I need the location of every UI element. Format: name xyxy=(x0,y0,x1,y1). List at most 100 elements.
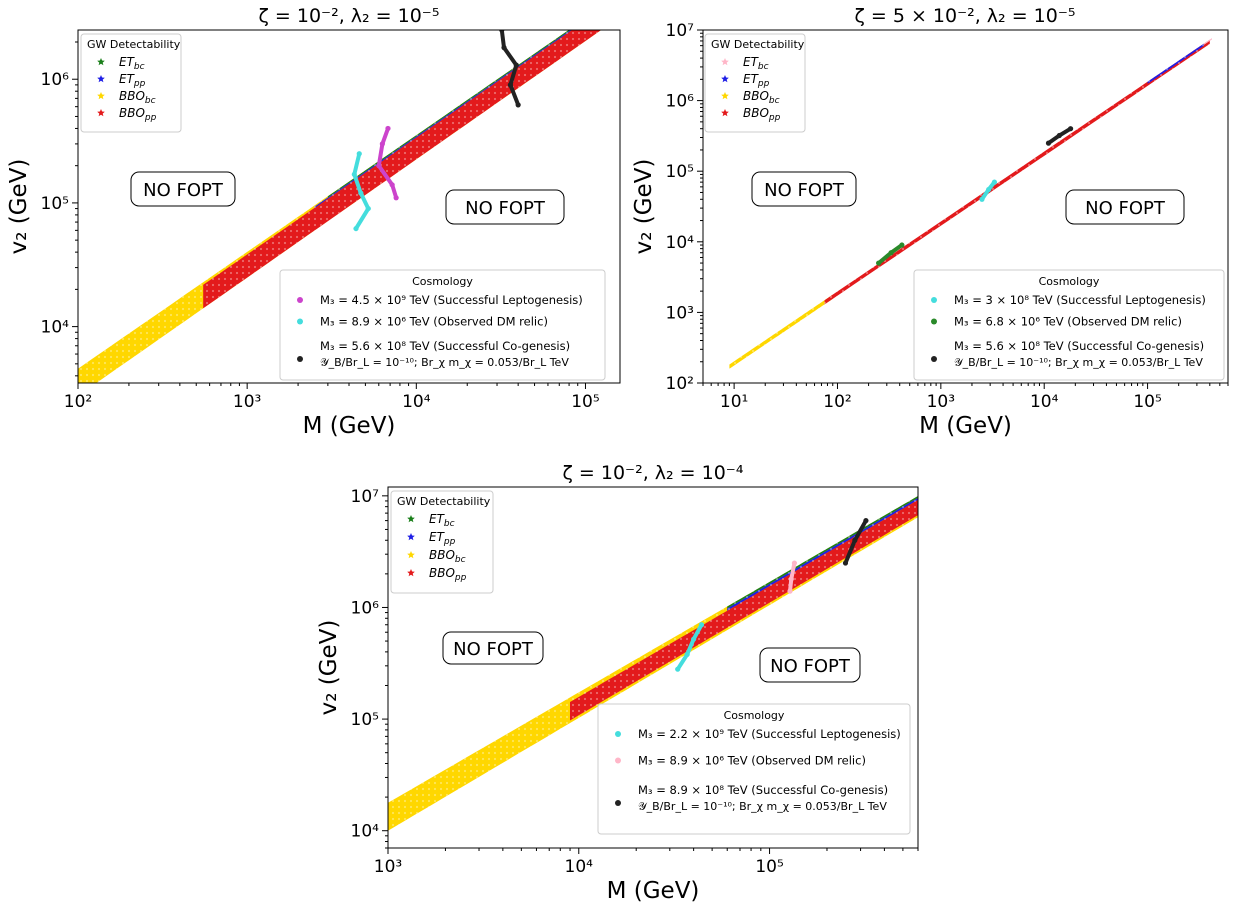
cosmology-legend: Cosmology M₃ = 2.2 × 10⁹ TeV (Successful … xyxy=(598,704,910,834)
y-tick-label: 10⁵ xyxy=(666,162,694,182)
panel-1: ζ = 10⁻², λ₂ = 10⁻⁵10² 10³ 10⁴ 10⁵10⁴10⁵10⁶… xyxy=(6,0,620,439)
curve-point-leptogenesis xyxy=(699,622,704,627)
panel-2: ζ = 5 × 10⁻², λ₂ = 10⁻⁵10¹ 10² 10³ 10⁴ 10⁵10… xyxy=(631,5,1228,439)
curve-point-cogenesis xyxy=(1068,126,1073,131)
y-axis-label: v₂ (GeV) xyxy=(631,159,657,255)
no-fopt-label: NO FOPT xyxy=(764,180,845,201)
legend-dot-icon xyxy=(297,319,303,325)
curve-point-dm_relic xyxy=(353,226,358,231)
x-axis-label: M (GeV) xyxy=(607,878,700,903)
curve-point-dm_relic xyxy=(888,250,893,255)
y-tick-label: 10⁴ xyxy=(351,822,380,842)
y-tick-label: 10⁶ xyxy=(351,598,380,618)
x-tick-label: 10³ xyxy=(374,857,402,877)
curve-point-leptogenesis xyxy=(385,126,390,131)
gw-legend-title: GW Detectability xyxy=(87,38,181,51)
legend-dot-icon xyxy=(931,297,937,303)
curve-point-leptogenesis xyxy=(376,163,381,168)
cosmology-legend-label: M₃ = 3 × 10⁸ TeV (Successful Leptogenesi… xyxy=(954,293,1206,307)
curve-point-cogenesis xyxy=(501,45,506,50)
x-axis-label: M (GeV) xyxy=(303,413,396,439)
curve-point-leptogenesis xyxy=(390,182,395,187)
no-fopt-label: NO FOPT xyxy=(465,198,546,219)
x-tick-label: 10³ xyxy=(927,392,955,412)
cosmology-legend-label-2: 𝒴_B/Br_L = 10⁻¹⁰; Br_χ m_χ = 0.053/Br_L … xyxy=(954,356,1203,369)
cosmology-legend-title: Cosmology xyxy=(724,709,785,722)
gw-legend-title: GW Detectability xyxy=(711,38,805,51)
panel-3: ζ = 10⁻², λ₂ = 10⁻⁴ 10³ 10⁴ 10⁵ 10⁴ 10⁵ 10⁶ 10⁷… xyxy=(316,462,918,903)
curve-point-dm_relic xyxy=(792,560,797,565)
curve-point-dm_relic xyxy=(358,191,363,196)
curve-point-leptogenesis xyxy=(992,180,997,185)
curve-point-cogenesis xyxy=(516,102,521,107)
chart-title: ζ = 10⁻², λ₂ = 10⁻⁴ xyxy=(563,462,744,484)
no-fopt-label: NO FOPT xyxy=(453,639,534,660)
cosmology-legend: Cosmology M₃ = 3 × 10⁸ TeV (Successful Le… xyxy=(914,270,1224,380)
curve-point-cogenesis xyxy=(852,538,857,543)
y-tick-label: 10⁴ xyxy=(666,233,695,253)
cosmology-legend-label: M₃ = 5.6 × 10⁸ TeV (Successful Co-genesi… xyxy=(320,339,570,353)
curve-point-dm_relic xyxy=(366,206,371,211)
y-tick-label: 10⁷ xyxy=(666,21,695,41)
x-tick-label: 10⁴ xyxy=(565,857,594,877)
curve-point-cogenesis xyxy=(508,82,513,87)
gw-legend-title: GW Detectability xyxy=(397,495,491,508)
y-tick-label: 10⁵ xyxy=(41,194,69,214)
chart-title: ζ = 10⁻², λ₂ = 10⁻⁵ xyxy=(259,5,440,27)
curve-point-dm_relic xyxy=(357,151,362,156)
y-axis-label: v₂ (GeV) xyxy=(316,620,342,716)
legend-dot-icon xyxy=(931,319,937,325)
curve-point-leptogenesis xyxy=(380,141,385,146)
no-fopt-label: NO FOPT xyxy=(770,656,851,677)
y-tick-label: 10³ xyxy=(666,303,694,323)
curve-point-dm_relic xyxy=(352,172,357,177)
cosmology-legend-label: M₃ = 8.9 × 10⁶ TeV (Observed DM relic) xyxy=(320,315,548,329)
cosmology-legend-title: Cosmology xyxy=(412,275,473,288)
chart-title: ζ = 5 × 10⁻², λ₂ = 10⁻⁵ xyxy=(854,5,1075,27)
curve-point-dm_relic xyxy=(876,260,881,265)
curve-point-leptogenesis xyxy=(675,667,680,672)
no-fopt-label: NO FOPT xyxy=(1085,198,1166,219)
curve-point-cogenesis xyxy=(863,518,868,523)
no-fopt-label: NO FOPT xyxy=(143,180,224,201)
y-tick-label: 10² xyxy=(666,374,694,394)
x-tick-label: 10³ xyxy=(233,392,261,412)
curve-point-dm_relic xyxy=(787,589,792,594)
curve-point-dm_relic xyxy=(789,576,794,581)
x-axis-label: M (GeV) xyxy=(919,413,1012,439)
curve-point-dm_relic xyxy=(899,242,904,247)
y-tick-label: 10⁶ xyxy=(41,70,70,90)
curve-point-leptogenesis xyxy=(986,187,991,192)
x-tick-label: 10⁴ xyxy=(402,392,431,412)
y-tick-label: 10⁶ xyxy=(666,92,695,112)
legend-dot-icon xyxy=(297,297,303,303)
legend-dot-icon xyxy=(615,758,621,764)
x-tick-label: 10² xyxy=(64,392,92,412)
curve-point-leptogenesis xyxy=(691,637,696,642)
cosmology-legend-label: M₃ = 8.9 × 10⁸ TeV (Successful Co-genesi… xyxy=(638,783,888,797)
x-tick-label: 10⁴ xyxy=(1030,392,1059,412)
y-tick-label: 10⁷ xyxy=(351,487,380,507)
curve-point-cogenesis xyxy=(514,63,519,68)
legend-dot-icon xyxy=(615,731,621,737)
cosmology-legend-label: M₃ = 2.2 × 10⁹ TeV (Successful Leptogene… xyxy=(638,727,901,741)
cosmology-legend-title: Cosmology xyxy=(1039,275,1100,288)
cosmology-legend: Cosmology M₃ = 4.5 × 10⁹ TeV (Successful … xyxy=(280,270,605,380)
cosmology-legend-frame xyxy=(598,704,910,834)
legend-dot-icon xyxy=(615,800,621,806)
x-tick-label: 10⁵ xyxy=(755,857,783,877)
x-tick-label: 10⁵ xyxy=(571,392,599,412)
cosmology-legend-label: M₃ = 8.9 × 10⁶ TeV (Observed DM relic) xyxy=(638,754,866,768)
cosmology-legend-label-2: 𝒴_B/Br_L = 10⁻¹⁰; Br_χ m_χ = 0.053/Br_L … xyxy=(320,356,569,369)
curve-point-cogenesis xyxy=(1057,133,1062,138)
y-axis-label: v₂ (GeV) xyxy=(6,159,32,255)
y-tick-label: 10⁵ xyxy=(351,710,379,730)
legend-dot-icon xyxy=(297,356,303,362)
cosmology-legend-label-2: 𝒴_B/Br_L = 10⁻¹⁰; Br_χ m_χ = 0.053/Br_L … xyxy=(638,800,887,813)
curve-point-leptogenesis xyxy=(394,195,399,200)
x-tick-label: 10⁵ xyxy=(1133,392,1161,412)
